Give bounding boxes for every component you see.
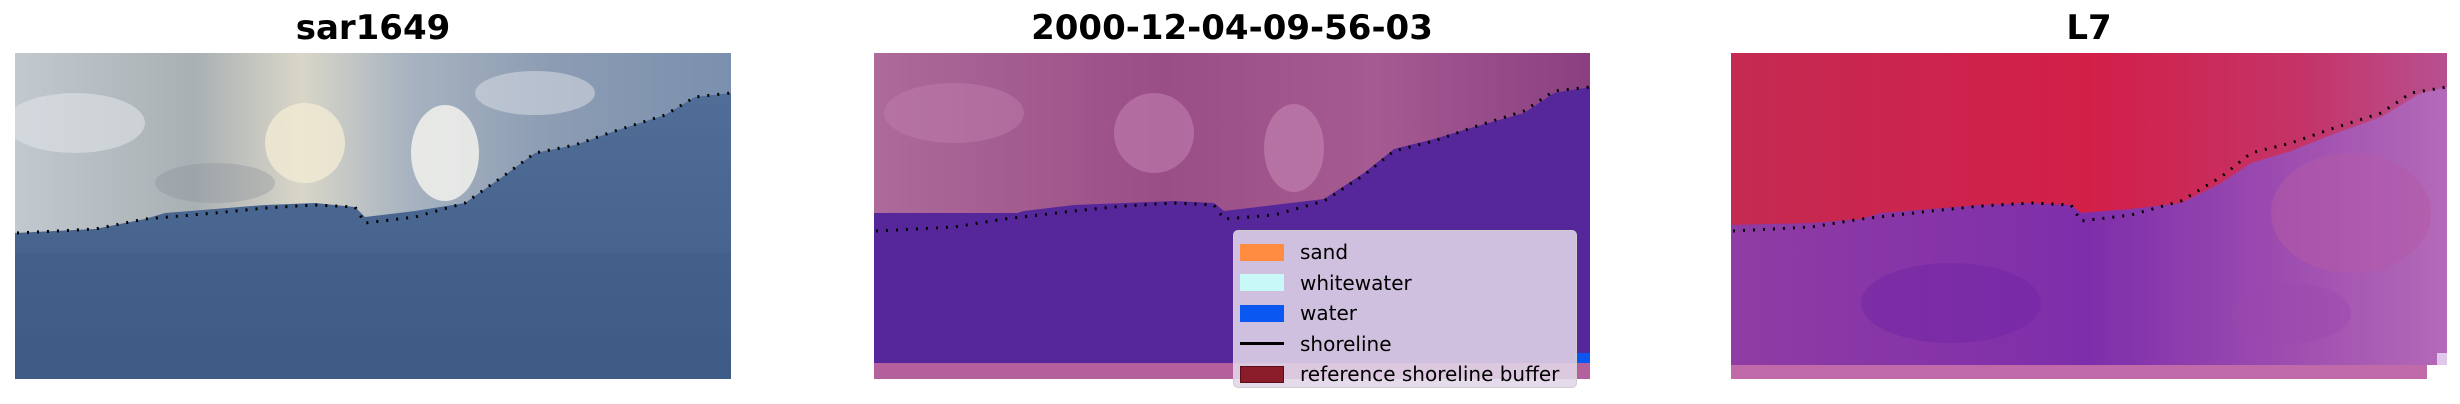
legend-label-water: water: [1300, 301, 1357, 326]
panel-title-index: L7: [2066, 8, 2112, 48]
sand-swatch: [1240, 243, 1284, 261]
legend-item-sand: sand: [1234, 237, 1576, 268]
legend-item-shoreline: shoreline: [1234, 329, 1576, 360]
legend-item-water: water: [1234, 298, 1576, 329]
legend-label-shoreline: shoreline: [1300, 331, 1392, 356]
reference-buffer-swatch: [1240, 365, 1284, 383]
panel-index: L7: [1731, 0, 2447, 404]
whitewater-swatch: [1240, 274, 1284, 292]
index-land-area: [1731, 53, 2447, 225]
panel-title-classified: 2000-12-04-09-56-03: [1031, 8, 1433, 48]
panel-title-rgb: sar1649: [295, 8, 451, 48]
rgb-satellite-image: [15, 53, 731, 379]
panel-rgb: sar1649: [15, 0, 731, 404]
shoreline-line-swatch: [1240, 342, 1284, 346]
index-image: [1731, 53, 2447, 379]
legend-item-whitewater: whitewater: [1234, 268, 1576, 299]
legend-item-reference-buffer: reference shoreline buffer: [1234, 359, 1576, 390]
legend-label-sand: sand: [1300, 240, 1349, 265]
legend: sand whitewater water shoreline referenc…: [1233, 230, 1577, 388]
classified-land-area: [874, 53, 1590, 227]
water-swatch: [1240, 304, 1284, 322]
legend-label-reference-buffer: reference shoreline buffer: [1300, 362, 1560, 387]
legend-label-whitewater: whitewater: [1300, 270, 1412, 295]
